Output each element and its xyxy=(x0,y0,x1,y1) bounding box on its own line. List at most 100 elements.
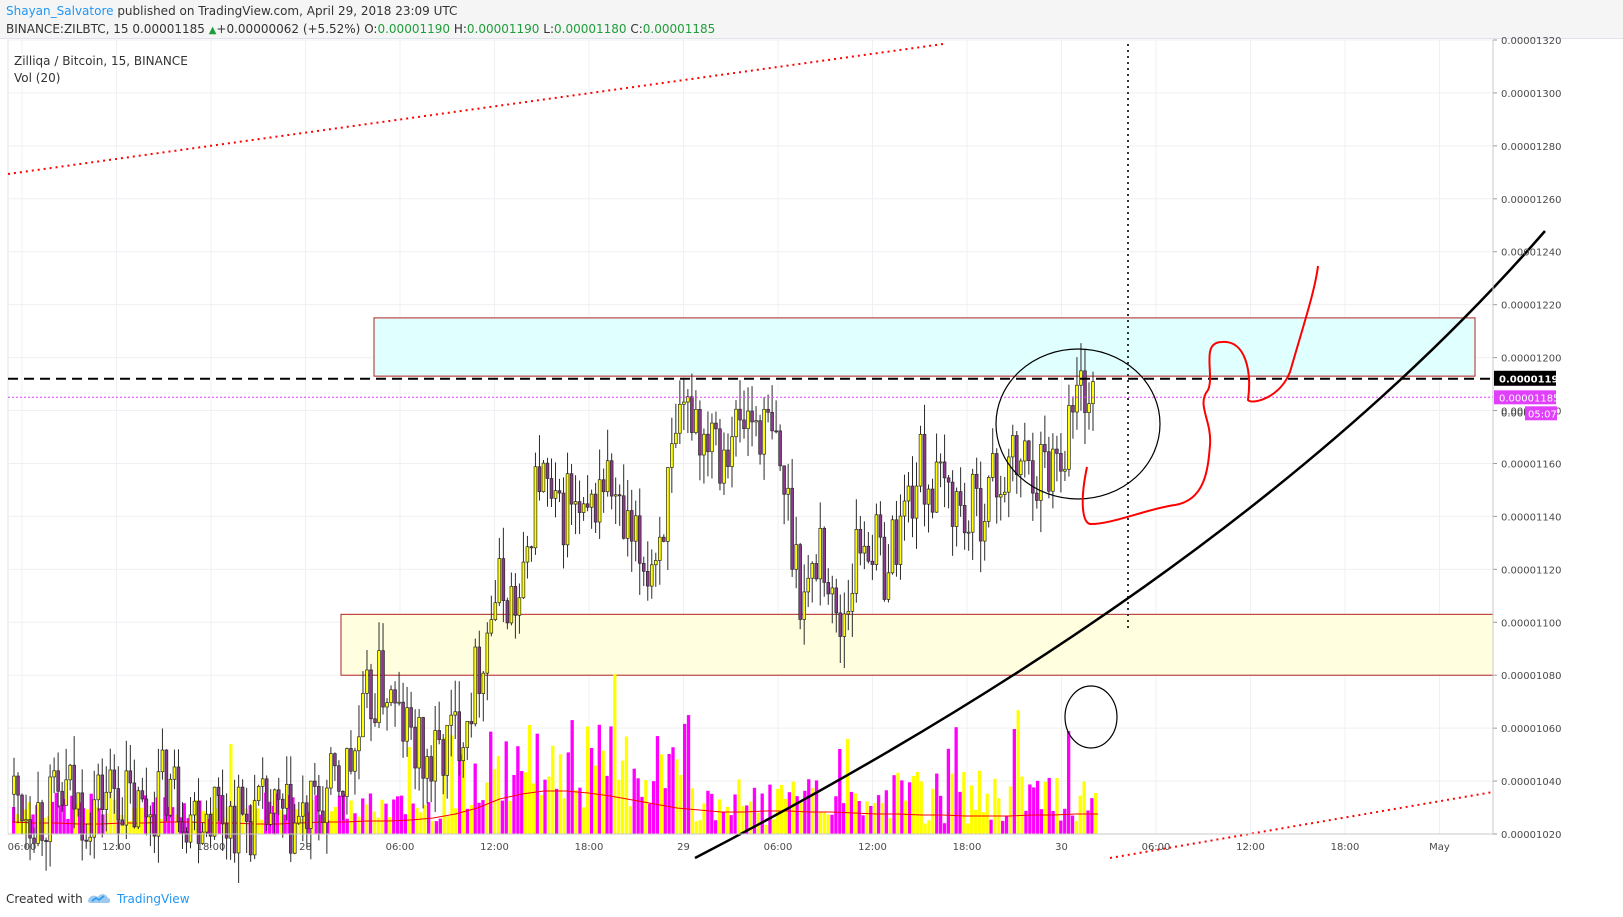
y-tick-label: 0.00001100 xyxy=(1501,618,1561,629)
volume-bar xyxy=(504,741,508,834)
high-value: 0.00001190 xyxy=(466,22,540,36)
candle-body xyxy=(32,837,36,844)
volume-bar xyxy=(489,731,493,834)
candle-body xyxy=(252,800,257,856)
candle-body xyxy=(846,610,851,615)
volume-bar xyxy=(167,806,171,834)
candle-body xyxy=(982,521,987,542)
candle-body xyxy=(64,779,68,806)
candle-body xyxy=(120,819,125,826)
volume-bar xyxy=(609,726,613,834)
candle-body xyxy=(401,701,405,742)
volume-bar xyxy=(729,815,733,834)
candle-body xyxy=(938,461,943,464)
volume-bar xyxy=(217,795,221,834)
candle-body xyxy=(986,477,991,522)
volume-bar xyxy=(299,818,303,834)
candle-body xyxy=(212,786,217,837)
candle-body xyxy=(220,795,225,825)
candle-body xyxy=(477,646,482,694)
candle-body xyxy=(244,813,249,822)
volume-bar xyxy=(620,760,625,834)
candle-body xyxy=(369,669,373,720)
candle-body xyxy=(613,494,618,497)
volume-bar xyxy=(516,746,520,834)
volume-bar xyxy=(586,726,590,834)
volume-bar xyxy=(361,798,365,834)
volume-bar xyxy=(655,736,660,834)
candle-body xyxy=(573,501,578,505)
volume-bar xyxy=(861,815,865,834)
candle-body xyxy=(341,790,345,797)
volume-bar xyxy=(527,724,532,834)
candle-body xyxy=(946,477,951,483)
volume-bar xyxy=(795,796,799,834)
volume-bar xyxy=(578,787,582,834)
candle-body xyxy=(513,585,518,616)
volume-bar xyxy=(601,750,605,834)
candle-body xyxy=(36,802,40,844)
candle-body xyxy=(874,514,879,565)
volume-bar xyxy=(748,801,753,834)
candle-body xyxy=(990,453,995,478)
candle-body xyxy=(1039,444,1043,501)
candle-body xyxy=(517,597,522,616)
candle-body xyxy=(617,494,622,497)
volume-bar xyxy=(229,743,233,834)
candle-body xyxy=(658,536,662,561)
volume-bar xyxy=(395,796,400,834)
volume-bar xyxy=(873,803,877,834)
candle-body xyxy=(437,730,441,740)
candle-body xyxy=(144,798,149,818)
volume-bar xyxy=(911,776,916,834)
candle-body xyxy=(293,822,297,854)
x-tick-label: 12:00 xyxy=(1236,842,1265,853)
tradingview-brand-link[interactable]: TradingView xyxy=(117,892,190,906)
volume-bar xyxy=(791,781,795,834)
volume-bar xyxy=(182,803,186,834)
volume-bar xyxy=(1066,731,1071,834)
y-tick-label: 0.00001040 xyxy=(1501,777,1561,788)
candle-body xyxy=(489,619,494,634)
volume-bar xyxy=(582,807,586,834)
volume-bar xyxy=(958,791,962,834)
price-chart[interactable]: 0.00001320 0.00001300 0.00001280 0.00001260… xyxy=(0,0,1623,883)
author-link[interactable]: Shayan_Salvatore xyxy=(6,4,114,18)
candle-body xyxy=(934,461,939,513)
candle-body xyxy=(505,600,510,624)
volume-bar xyxy=(977,770,982,834)
volume-bar xyxy=(892,775,896,834)
plot-frame xyxy=(7,39,1494,835)
candle-body xyxy=(778,430,782,467)
candle-body xyxy=(184,831,189,843)
candle-body xyxy=(445,724,449,776)
open-label: O: xyxy=(364,22,378,36)
candle-body xyxy=(958,491,963,506)
volume-bar xyxy=(291,797,295,834)
candle-body xyxy=(172,766,177,780)
volume-bar xyxy=(399,795,404,834)
volume-bar xyxy=(485,782,489,834)
y-tick-label: 0.00001120 xyxy=(1501,565,1561,576)
volume-bar xyxy=(663,788,667,834)
volume-bar xyxy=(539,795,543,834)
volume-bar xyxy=(993,778,997,834)
volume-bar xyxy=(469,805,473,834)
volume-bar xyxy=(186,818,190,834)
volume-bar xyxy=(737,779,741,834)
candle-body xyxy=(1007,456,1011,493)
footer: Created with TradingView xyxy=(0,883,1623,917)
volume-bar xyxy=(923,823,927,834)
symbol-line: BINANCE:ZILBTC, 15 xyxy=(6,22,129,36)
volume-bar xyxy=(163,797,167,834)
volume-bar xyxy=(70,795,74,834)
volume-bar xyxy=(989,819,993,834)
volume-bar xyxy=(1001,820,1005,834)
x-tick-label: 06:00 xyxy=(1142,842,1171,853)
candle-body xyxy=(112,769,117,789)
candle-body xyxy=(441,739,445,776)
candle-body xyxy=(196,800,201,844)
volume-bar xyxy=(496,755,501,834)
candle-body xyxy=(1075,384,1079,413)
volume-bar xyxy=(279,809,283,834)
